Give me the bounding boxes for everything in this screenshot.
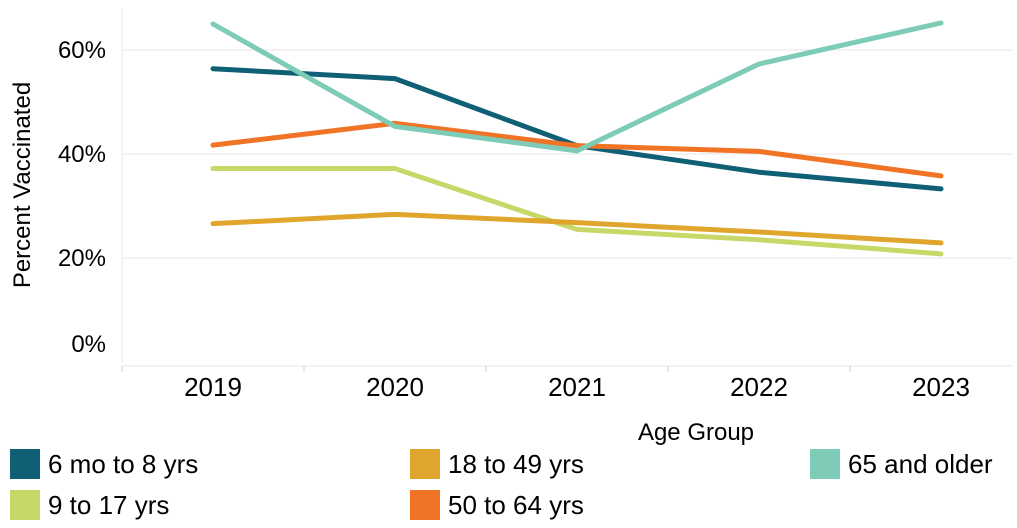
y-axis-label: Percent Vaccinated	[9, 82, 36, 288]
legend-label: 50 to 64 yrs	[448, 490, 584, 520]
series-line-3	[210, 211, 944, 246]
y-axis-tick-labels: 0% 20% 40% 60%	[58, 37, 106, 358]
legend-swatch	[10, 449, 40, 479]
legend-label: 65 and older	[848, 449, 993, 479]
x-axis-tick-labels: 2019 2020 2021 2022 2023	[184, 372, 970, 402]
legend-item: 18 to 49 yrs	[410, 449, 584, 479]
legend-swatch	[410, 449, 440, 479]
series-line-2	[210, 166, 944, 257]
legend-item: 65 and older	[810, 449, 993, 479]
series-lines	[210, 20, 944, 257]
legend-item: 50 to 64 yrs	[410, 490, 584, 520]
y-tick-label: 40%	[58, 141, 106, 168]
legend-item: 9 to 17 yrs	[10, 490, 169, 520]
series-line-4	[210, 120, 944, 179]
legend-label: 9 to 17 yrs	[48, 490, 169, 520]
x-axis-label: Age Group	[638, 419, 754, 446]
y-tick-label: 20%	[58, 245, 106, 272]
legend: 6 mo to 8 yrs 9 to 17 yrs 18 to 49 yrs 50 t…	[10, 449, 993, 520]
x-tick-label: 2019	[184, 372, 242, 402]
x-tick-label: 2020	[366, 372, 424, 402]
x-axis	[121, 365, 1013, 372]
legend-label: 18 to 49 yrs	[448, 449, 584, 479]
legend-item: 6 mo to 8 yrs	[10, 449, 198, 479]
y-tick-label: 0%	[71, 331, 106, 358]
gridlines	[121, 8, 1013, 362]
legend-swatch	[410, 490, 440, 520]
legend-swatch	[10, 490, 40, 520]
x-tick-label: 2022	[730, 372, 788, 402]
legend-swatch	[810, 449, 840, 479]
y-tick-label: 60%	[58, 37, 106, 64]
series-line-5	[210, 20, 944, 154]
x-tick-label: 2023	[912, 372, 970, 402]
legend-label: 6 mo to 8 yrs	[48, 449, 198, 479]
x-tick-label: 2021	[548, 372, 606, 402]
